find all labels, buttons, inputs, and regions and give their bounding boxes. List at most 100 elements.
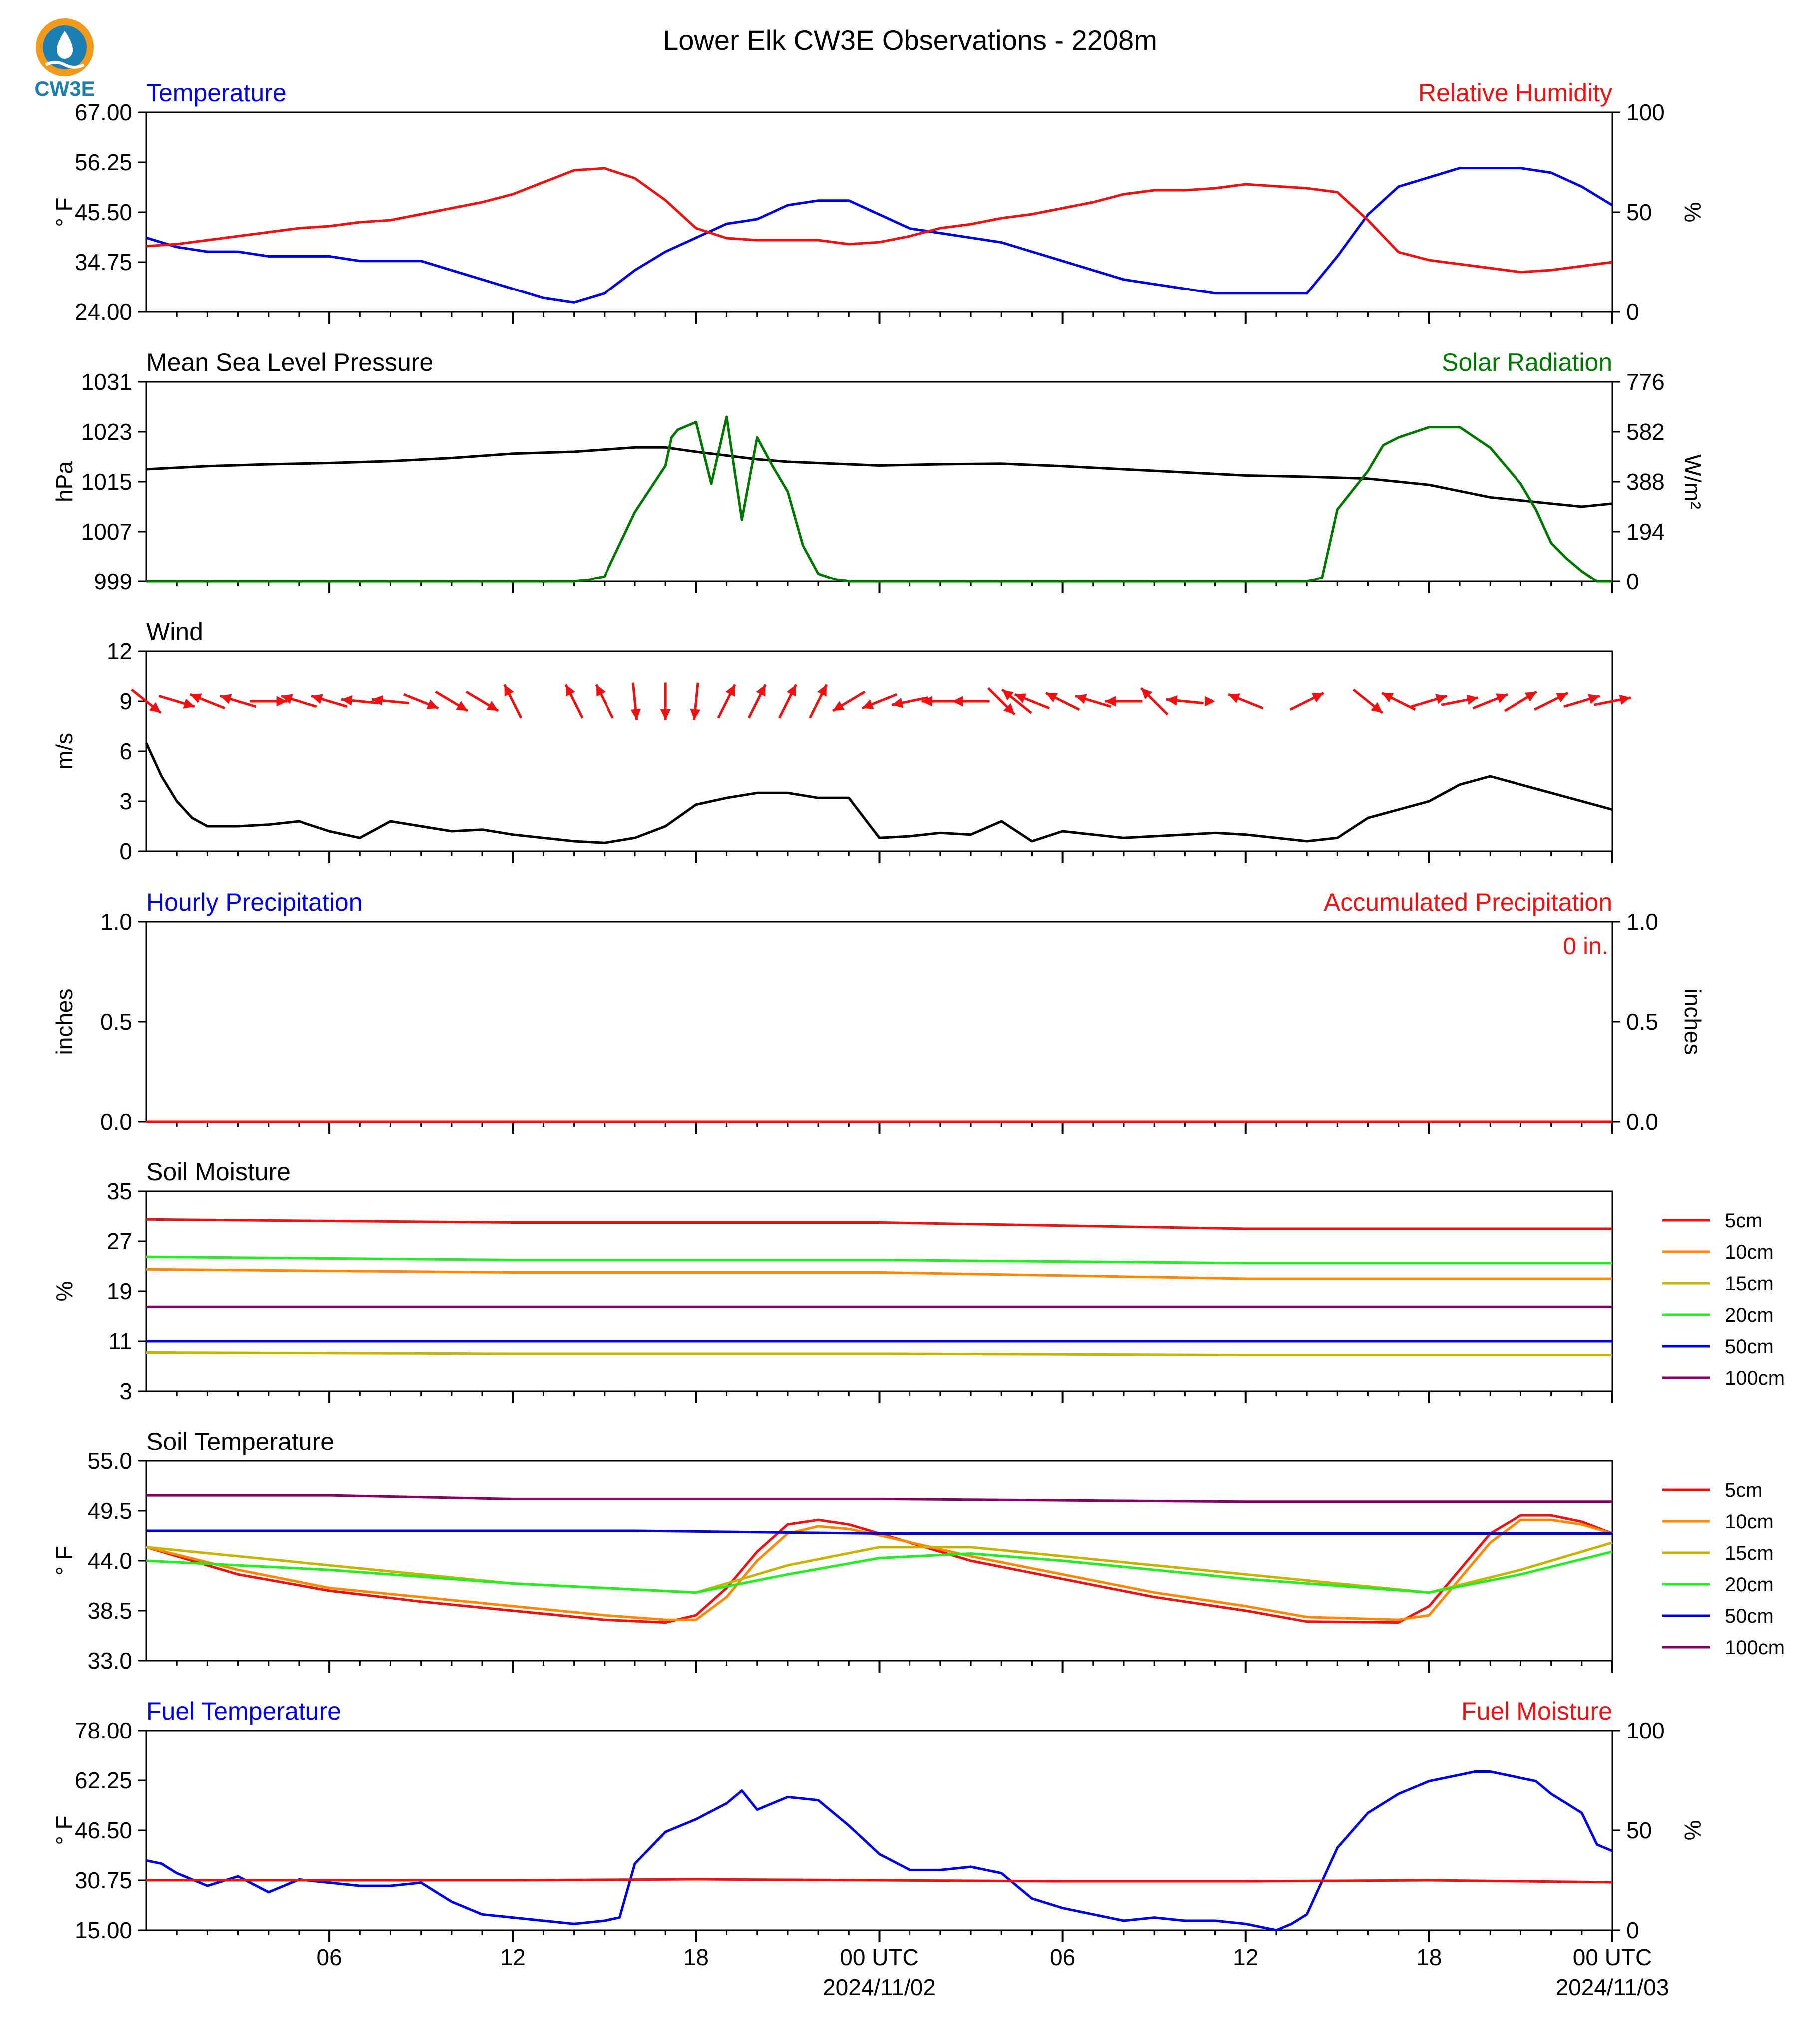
wind-arrow: [1411, 694, 1448, 708]
wind-arrow-head: [1003, 703, 1015, 715]
wind-arrow: [1075, 694, 1112, 708]
y-right-tick-label: 0: [1626, 299, 1639, 325]
y-left-tick-label: 19: [107, 1278, 132, 1304]
wind-arrow: [435, 690, 469, 712]
x-tick-label: 00 UTC: [1573, 1944, 1652, 1970]
y-left-tick-label: 44.0: [87, 1548, 132, 1574]
wind-arrow: [1204, 696, 1215, 707]
wind-arrow-head: [1105, 696, 1116, 707]
y-left-tick-label: 56.25: [75, 149, 132, 175]
wind-arrow-head: [281, 694, 293, 704]
legend-label: 20cm: [1725, 1304, 1774, 1326]
y-right-tick-label: 0: [1626, 1917, 1639, 1943]
panel-title-right: Fuel Moisture: [1461, 1697, 1612, 1725]
y-left-tick-label: 27: [107, 1228, 132, 1254]
wind-arrow: [1441, 694, 1479, 706]
wind-arrow-head: [1075, 694, 1087, 704]
wind-arrow-head: [372, 695, 383, 706]
wind-arrow-head: [1496, 693, 1508, 703]
series-line-5cm: [146, 1218, 1612, 1230]
wind-arrow-head: [1046, 693, 1058, 703]
y-left-tick-label: 49.5: [87, 1498, 132, 1524]
y-right-axis-label: inches: [1680, 989, 1706, 1055]
wind-arrow-head: [1524, 691, 1537, 702]
x-tick-label: 12: [500, 1944, 526, 1970]
wind-arrow: [1504, 690, 1537, 712]
y-left-tick-label: 6: [119, 738, 132, 764]
panel-temp_rh: Temperature Relative Humidity 24.00 34.75 45…: [51, 79, 1706, 325]
wind-arrow: [131, 688, 162, 714]
y-left-tick-label: 12: [107, 638, 132, 664]
panel-mslp_solar: Mean Sea Level Pressure Solar Radiation 99…: [51, 348, 1706, 594]
y-left-tick-label: 11: [108, 1328, 132, 1354]
wind-arrow-head: [220, 694, 232, 704]
legend: 5cm 10cm 15cm 20cm 50cm 100cm: [1662, 1479, 1785, 1659]
y-right-tick-label: 50: [1626, 1817, 1652, 1843]
wind-arrow-head: [596, 684, 606, 697]
wind-arrow: [987, 687, 1016, 716]
panel-title-left: Mean Sea Level Pressure: [146, 348, 433, 376]
wind-arrow: [564, 684, 584, 719]
panel-title-right: Accumulated Precipitation: [1324, 888, 1612, 916]
wind-arrow-head: [1311, 693, 1324, 703]
wind-arrow-head: [1141, 688, 1153, 700]
y-left-tick-label: 34.75: [75, 249, 132, 275]
panel-soil_temp: Soil Temperature 33.0 38.5 44.0 49.5 55.0 ° F 5…: [51, 1428, 1785, 1674]
panel-fuel: Fuel Temperature Fuel Moisture 06 12 18 00 UT…: [51, 1697, 1706, 2000]
y-left-tick-label: 78.00: [75, 1718, 132, 1743]
wind-arrow-head: [1435, 694, 1447, 704]
wind-arrow: [1001, 688, 1032, 714]
y-right-tick-label: 1.0: [1626, 909, 1658, 935]
wind-arrow-head: [1228, 693, 1240, 703]
wind-arrow: [281, 694, 317, 708]
wind-arrow: [832, 690, 866, 712]
panel-title-right: Solar Radiation: [1442, 348, 1612, 376]
wind-arrow-head: [1382, 693, 1394, 703]
series-line-wind-speed: [145, 742, 1613, 844]
wind-arrow-head: [630, 708, 641, 720]
series-line-50cm: [146, 1529, 1612, 1535]
legend-label: 50cm: [1725, 1605, 1774, 1627]
wind-arrow: [341, 695, 379, 706]
y-left-tick-label: 3: [119, 788, 132, 814]
panels: Temperature Relative Humidity 24.00 34.75 45…: [51, 79, 1785, 2000]
y-right-tick-label: 100: [1626, 99, 1665, 125]
wind-arrow-head: [1619, 694, 1631, 705]
figure-title: Lower Elk CW3E Observations - 2208m: [663, 24, 1157, 56]
legend-label: 15cm: [1725, 1273, 1774, 1295]
y-left-tick-label: 1023: [81, 419, 132, 445]
wind-arrow: [809, 684, 828, 719]
wind-arrow: [1140, 687, 1169, 716]
legend-label: 20cm: [1725, 1574, 1774, 1596]
wind-arrow-head: [311, 694, 323, 704]
panel-soil_moisture: Soil Moisture 3 11 19 27 35% 5cm 10cm 15cm 20cm 50…: [51, 1158, 1785, 1404]
y-left-tick-label: 999: [94, 569, 132, 594]
wind-arrow-head: [149, 702, 161, 713]
wind-arrow-head: [660, 709, 671, 720]
wind-arrow-head: [1014, 693, 1027, 703]
y-left-tick-label: 9: [119, 688, 132, 714]
panel-title-left: Hourly Precipitation: [146, 888, 363, 916]
y-left-axis-label: inches: [51, 989, 77, 1055]
wind-arrow: [861, 693, 898, 710]
wind-arrow: [660, 682, 671, 720]
series-line-20cm: [146, 1550, 1613, 1594]
series-line-15cm: [146, 1351, 1612, 1356]
y-left-axis-label: hPa: [51, 461, 77, 502]
wind-arrow-head: [817, 684, 827, 697]
wind-arrow-head: [690, 708, 701, 720]
wind-arrow: [1593, 694, 1631, 706]
wind-arrow: [1045, 691, 1080, 711]
wind-arrow: [778, 684, 797, 719]
y-left-axis-label: ° F: [51, 1546, 77, 1575]
wind-arrow-head: [786, 684, 796, 697]
y-right-axis-label: W/m²: [1680, 454, 1706, 509]
y-left-tick-label: 1.0: [100, 909, 132, 935]
panel-title-right: Relative Humidity: [1418, 79, 1612, 107]
y-right-tick-label: 0.5: [1626, 1009, 1658, 1035]
y-right-axis-label: %: [1680, 1820, 1706, 1841]
logo-wave-icon: [45, 61, 85, 69]
legend-label: 5cm: [1725, 1479, 1763, 1501]
wind-arrow: [158, 694, 195, 709]
wind-arrow-head: [1466, 694, 1478, 705]
